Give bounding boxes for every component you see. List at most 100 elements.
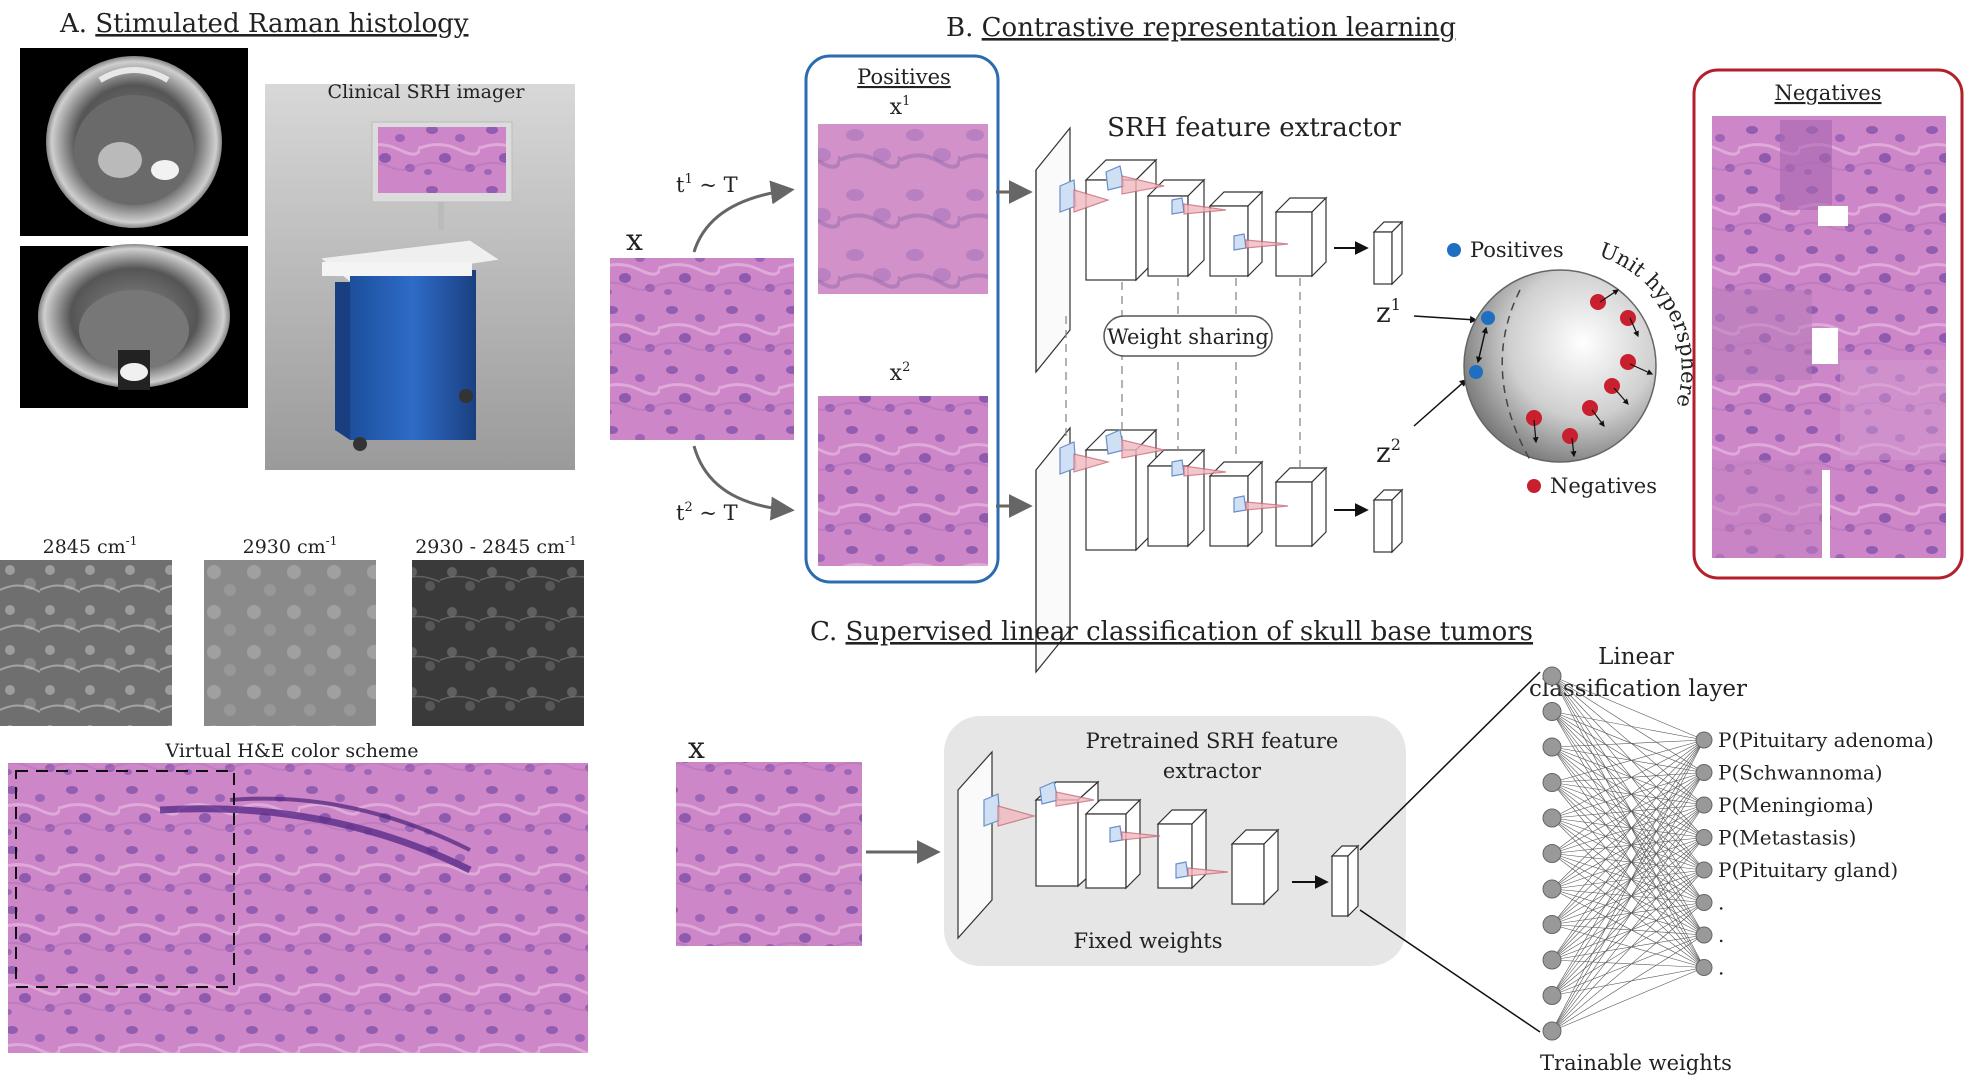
augment-arrow-bottom (692, 445, 795, 521)
connection-edge (1551, 746, 1705, 838)
he-label: Virtual H&E color scheme (164, 740, 418, 762)
connection-edge (1551, 711, 1705, 903)
connection-edge (1551, 934, 1705, 1032)
panel-a: A. Stimulated Raman histology Clinical S… (0, 9, 588, 1053)
connection-edge (1551, 804, 1705, 961)
legend-negative-dot (1527, 479, 1541, 493)
classifier-output-nodes: P(Pituitary adenoma) P(Schwannoma) P(Menin… (1695, 728, 1934, 980)
connection-edge (1551, 739, 1705, 961)
output-class-label: . (1718, 956, 1724, 980)
connection-edge (1551, 711, 1705, 773)
connection-edge (1551, 675, 1705, 936)
legend-positives: Positives (1470, 238, 1564, 262)
output-node (1695, 926, 1713, 944)
legend-positive-dot (1447, 243, 1461, 257)
connection-edge (1551, 782, 1705, 936)
connection-edge (1551, 739, 1705, 890)
connection-edge (1551, 739, 1705, 996)
feature-extractor-bottom (1035, 426, 1404, 674)
connection-edge (1551, 675, 1705, 838)
unit-hypersphere: Unit hypersphere (1463, 238, 1701, 463)
output-node (1695, 796, 1713, 814)
connection-edge (1551, 711, 1705, 871)
connection-edge (1551, 817, 1705, 968)
connection-edge (1551, 924, 1705, 936)
connection-edge (1551, 869, 1705, 890)
connection-edge (1551, 804, 1705, 819)
input-node (1542, 915, 1562, 934)
connection-edge (1551, 739, 1705, 1032)
negative-point (1582, 400, 1598, 416)
imager-label: Clinical SRH imager (328, 81, 526, 103)
connection-edge (1551, 772, 1705, 1032)
z1-arrow (1413, 315, 1478, 324)
output-class-label: . (1718, 891, 1724, 915)
connection-edge (1551, 675, 1705, 806)
connection-edge (1551, 888, 1705, 936)
connection-edge (1551, 782, 1705, 806)
channel-image-difference (412, 560, 584, 726)
panel-b-title: B. Contrastive representation learning (946, 13, 1456, 43)
augment-arrow-top (692, 180, 795, 253)
connection-edge (1551, 902, 1705, 961)
connection-edge (1551, 804, 1705, 996)
connection-edge (1551, 711, 1705, 806)
connection-edge (1551, 888, 1705, 968)
connection-edge (1551, 934, 1705, 961)
output-class-label: P(Pituitary gland) (1718, 858, 1898, 882)
pretrained-label-line2: extractor (1163, 759, 1262, 783)
output-node (1695, 829, 1713, 846)
connection-edge (1551, 739, 1705, 748)
connection-edge (1551, 746, 1705, 968)
connection-edge (1551, 837, 1705, 854)
connection-edge (1551, 739, 1705, 925)
connection-edge (1551, 804, 1705, 1032)
panel-a-title: A. Stimulated Raman histology (59, 9, 469, 39)
connection-edge (1551, 853, 1705, 871)
input-node (1542, 950, 1562, 970)
connection-edge (1551, 967, 1705, 996)
connection-edge (1551, 772, 1705, 996)
connection-edge (1551, 817, 1705, 936)
trainable-weights-label: Trainable weights (1540, 1051, 1732, 1075)
negative-point (1590, 294, 1606, 310)
t2-label: t2 ~ T (676, 500, 738, 525)
classifier-input-nodes (1542, 666, 1562, 1041)
connection-edge (1551, 746, 1705, 773)
connection-edge (1551, 804, 1705, 890)
input-x-image (610, 258, 794, 440)
connection-edge (1551, 711, 1705, 936)
connection-edge (1551, 934, 1705, 996)
connection-edge (1551, 869, 1705, 1032)
clinical-srh-imager-photo: Clinical SRH imager (265, 81, 575, 470)
weight-sharing-lines (1065, 278, 1301, 470)
positives-title: Positives (857, 65, 951, 89)
connection-edge (1551, 853, 1705, 903)
extractor-label: SRH feature extractor (1107, 113, 1401, 143)
positive-point (1469, 365, 1483, 379)
x1-image (818, 124, 988, 294)
output-class-label: P(Schwannoma) (1718, 761, 1883, 785)
crop-region-box (15, 770, 235, 988)
connection-edge (1551, 869, 1705, 961)
channel-image-2845 (0, 560, 172, 726)
negative-point (1526, 410, 1542, 426)
input-x-label: x (626, 223, 643, 258)
t1-label: t1 ~ T (676, 172, 738, 197)
negative-point (1620, 354, 1636, 370)
panel-c-x-label: x (688, 731, 705, 766)
output-node (1695, 731, 1713, 749)
negative-point (1562, 428, 1578, 444)
pretrained-network (957, 750, 1360, 940)
channel-label-difference: 2930 - 2845 cm-1 (415, 534, 577, 558)
zoom-line-bottom (1359, 909, 1541, 1033)
mri-axial-image (20, 48, 248, 236)
mri-coronal-image (20, 244, 248, 408)
connection-edge (1551, 924, 1705, 968)
negatives-mosaic (1712, 116, 1946, 558)
connection-edge (1551, 782, 1705, 838)
connection-edge (1551, 739, 1705, 854)
channel-label-2845: 2845 cm-1 (43, 534, 138, 558)
input-node (1542, 773, 1562, 792)
linear-layer-label-line1: Linear (1598, 644, 1674, 670)
